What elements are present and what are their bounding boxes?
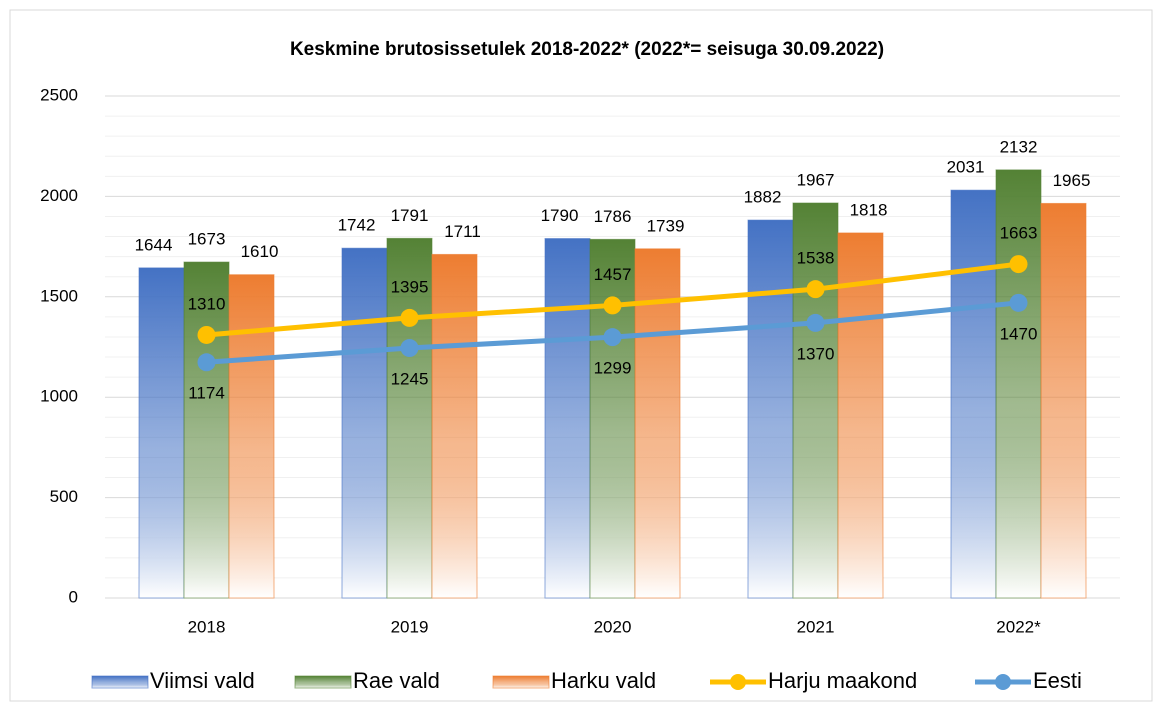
marker [806, 280, 825, 299]
data-label: 1245 [391, 369, 429, 388]
legend-label: Harku vald [551, 668, 656, 693]
bar [544, 238, 591, 599]
data-label: 1470 [1000, 324, 1038, 343]
x-tick-label: 2019 [391, 617, 429, 636]
bar [138, 267, 185, 599]
data-label: 1790 [541, 206, 579, 225]
y-tick-label: 500 [50, 487, 78, 506]
x-tick-label: 2021 [797, 617, 835, 636]
marker [400, 308, 419, 327]
legend-label: Eesti [1033, 668, 1082, 693]
data-label: 1711 [444, 222, 481, 241]
bar [634, 248, 681, 599]
data-label: 1791 [391, 206, 429, 225]
marker [603, 296, 622, 315]
bar [341, 247, 388, 599]
bar [995, 169, 1042, 599]
x-tick-label: 2020 [594, 617, 632, 636]
legend-label: Viimsi vald [150, 668, 255, 693]
marker [1009, 255, 1028, 274]
bar [183, 261, 230, 599]
data-label: 1742 [338, 216, 376, 235]
data-label: 1786 [594, 207, 632, 226]
bar [431, 253, 478, 599]
data-label: 1673 [188, 230, 226, 249]
data-label: 1965 [1053, 171, 1091, 190]
marker [603, 328, 622, 347]
data-label: 1395 [391, 277, 429, 296]
data-label: 1538 [797, 249, 835, 268]
bar [950, 189, 997, 599]
marker [1009, 293, 1028, 312]
x-tick-label: 2022* [996, 617, 1041, 636]
legend-label: Harju maakond [768, 668, 917, 693]
data-label: 1663 [1000, 224, 1038, 243]
y-tick-label: 2000 [40, 186, 78, 205]
marker [197, 325, 216, 344]
y-tick-label: 0 [69, 587, 78, 606]
legend-swatch [294, 675, 352, 689]
data-label: 1818 [850, 200, 888, 219]
data-label: 2132 [1000, 137, 1038, 156]
bar [747, 219, 794, 599]
marker [400, 339, 419, 358]
bar [1040, 202, 1087, 599]
data-label: 1457 [594, 265, 632, 284]
data-label: 1644 [135, 235, 173, 254]
marker [806, 313, 825, 332]
data-label: 1370 [797, 344, 835, 363]
legend-swatch [91, 675, 149, 689]
y-tick-label: 1500 [40, 286, 78, 305]
bar [589, 238, 636, 599]
marker [197, 353, 216, 372]
data-label: 1610 [241, 242, 279, 261]
bar [386, 237, 433, 599]
chart-title: Keskmine brutosissetulek 2018-2022* (202… [290, 39, 884, 60]
x-tick-label: 2018 [188, 617, 226, 636]
data-label: 1310 [188, 294, 226, 313]
data-label: 1299 [594, 359, 632, 378]
bar [837, 232, 884, 599]
data-label: 1967 [797, 171, 835, 190]
legend-swatch [492, 675, 550, 689]
legend-swatch [730, 674, 746, 690]
y-tick-label: 1000 [40, 387, 78, 406]
y-tick-label: 2500 [40, 85, 78, 104]
legend-label: Rae vald [353, 668, 440, 693]
data-label: 1174 [188, 384, 225, 403]
legend-swatch [995, 674, 1011, 690]
data-label: 2031 [947, 158, 985, 177]
data-label: 1739 [647, 216, 685, 235]
bar [228, 274, 275, 599]
data-label: 1882 [744, 188, 782, 207]
